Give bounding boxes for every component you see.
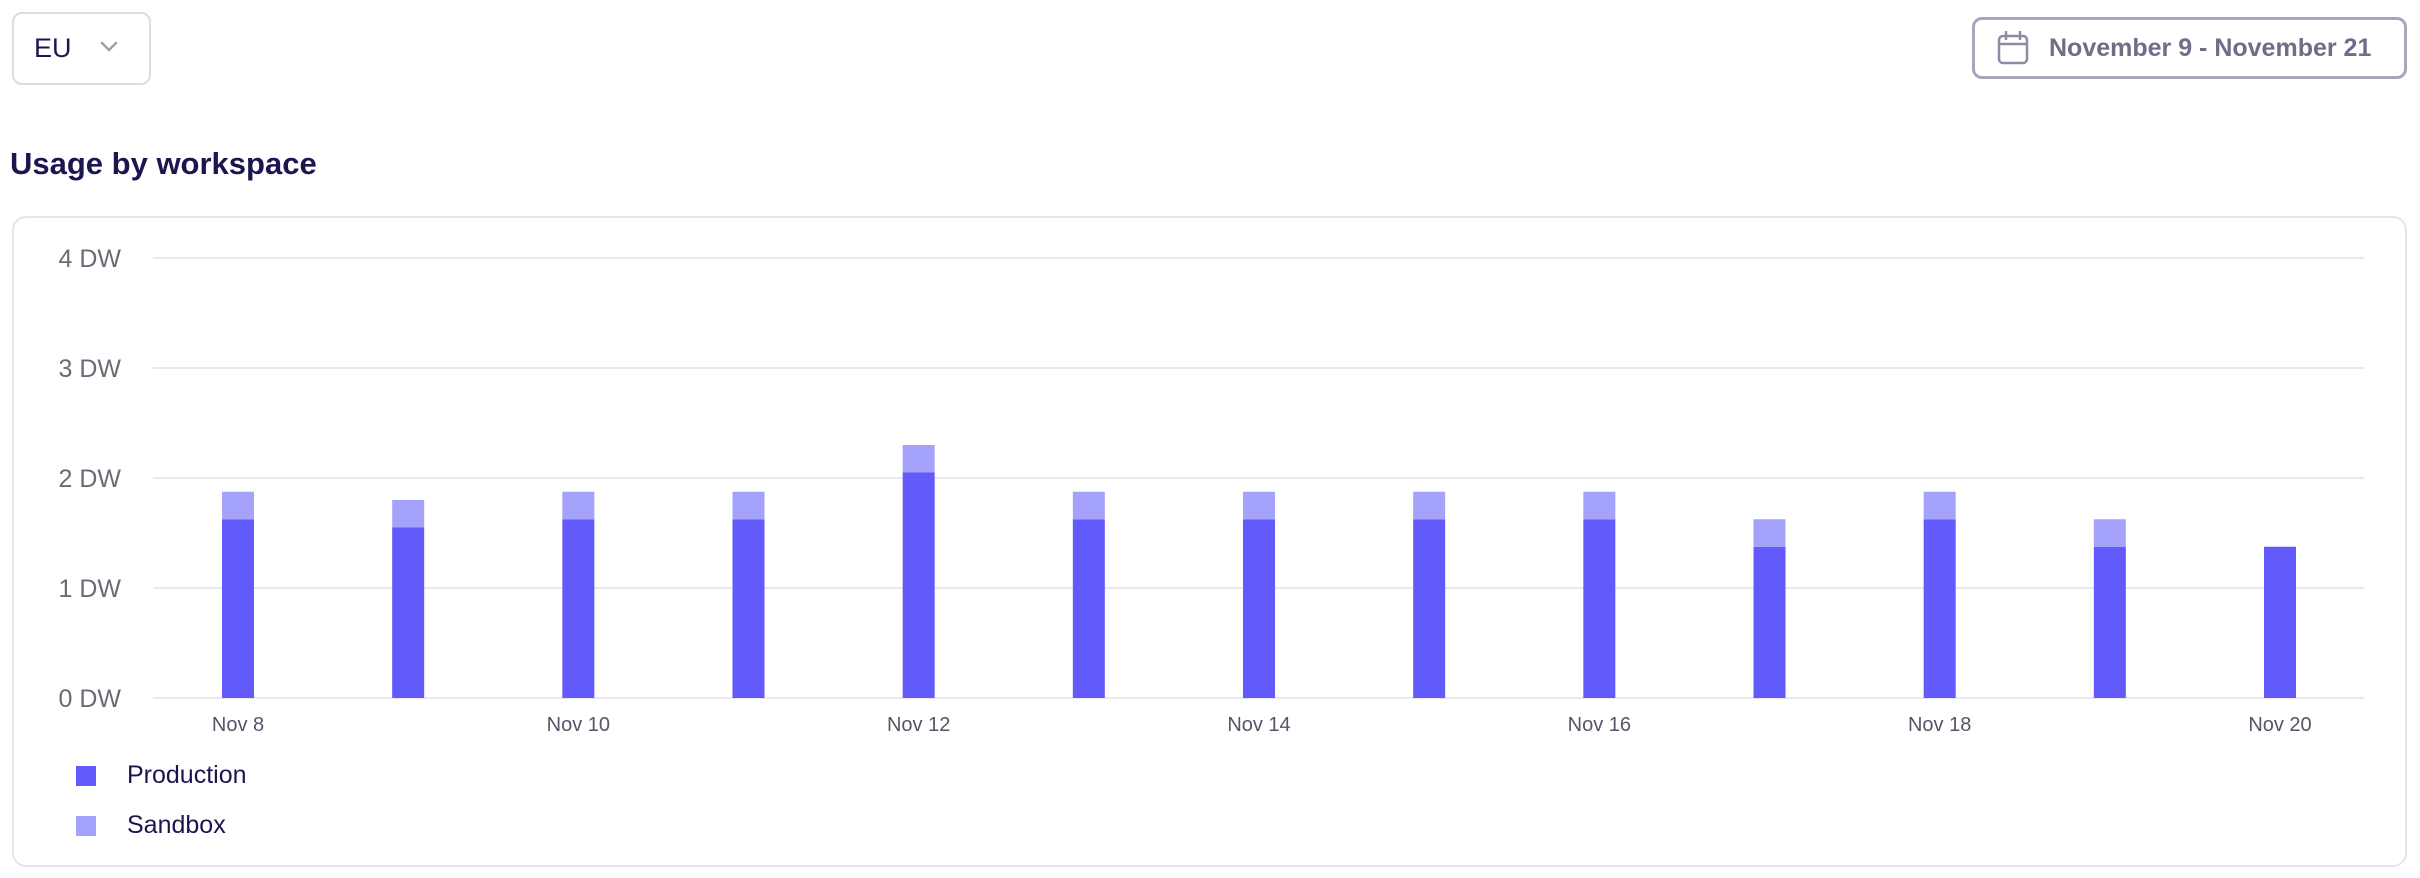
bar-production[interactable]: [902, 472, 935, 699]
bar-production[interactable]: [732, 519, 765, 698]
y-tick-label: 4 DW: [59, 245, 122, 273]
bar-production[interactable]: [2093, 546, 2126, 698]
calendar-icon: [1997, 31, 2029, 65]
legend-swatch-sandbox: [76, 815, 96, 836]
x-tick-label: Nov 16: [1568, 714, 1631, 736]
bar-production[interactable]: [2264, 546, 2296, 698]
bar-sandbox[interactable]: [1243, 491, 1275, 520]
x-tick-label: Nov 20: [2248, 714, 2311, 736]
region-select[interactable]: EU: [12, 12, 151, 85]
x-tick-label: Nov 10: [547, 714, 610, 736]
bar-production[interactable]: [1753, 546, 1786, 698]
legend-item-production[interactable]: Production: [76, 761, 247, 790]
bar-sandbox[interactable]: [392, 500, 425, 528]
bar-production[interactable]: [1583, 519, 1616, 698]
usage-bar-chart: 0 DW 1 DW 2 DW 3 DW 4 DW Nov 8 Nov 10 Nov 12 Nov…: [59, 245, 2364, 736]
bar-sandbox[interactable]: [1072, 491, 1105, 520]
legend-label-production: Production: [127, 761, 247, 789]
chart-card: 0 DW 1 DW 2 DW 3 DW 4 DW Nov 8 Nov 10 Nov 12 Nov…: [12, 216, 2407, 867]
bar-sandbox[interactable]: [732, 491, 765, 520]
bar-sandbox[interactable]: [1413, 491, 1446, 520]
bar-production[interactable]: [562, 519, 595, 698]
legend-item-sandbox[interactable]: Sandbox: [76, 811, 226, 840]
bar-sandbox[interactable]: [1923, 491, 1956, 520]
x-tick-label: Nov 8: [212, 714, 264, 736]
x-tick-label: Nov 12: [887, 714, 950, 736]
y-tick-label: 3 DW: [59, 355, 122, 383]
bar-production[interactable]: [392, 527, 425, 699]
bar-sandbox[interactable]: [1583, 491, 1616, 520]
y-tick-label: 2 DW: [59, 465, 122, 493]
y-tick-label: 1 DW: [59, 575, 122, 603]
legend-label-sandbox: Sandbox: [127, 811, 226, 839]
bar-production[interactable]: [1923, 519, 1956, 698]
bar-production[interactable]: [222, 519, 254, 698]
section-title: Usage by workspace: [10, 146, 317, 181]
bar-sandbox[interactable]: [902, 445, 935, 473]
region-value: EU: [34, 33, 72, 63]
bar-sandbox[interactable]: [222, 491, 254, 520]
bar-sandbox[interactable]: [1753, 519, 1786, 547]
bar-production[interactable]: [1072, 519, 1105, 698]
date-range-label: November 9 - November 21: [2049, 33, 2372, 62]
bar-sandbox[interactable]: [562, 491, 595, 520]
legend-swatch-production: [76, 765, 96, 786]
bar-sandbox[interactable]: [2093, 519, 2126, 547]
bar-production[interactable]: [1243, 519, 1275, 698]
date-range-button[interactable]: November 9 - November 21: [1972, 17, 2407, 79]
chevron-down-icon: [100, 41, 118, 52]
x-tick-label: Nov 18: [1908, 714, 1971, 736]
x-tick-label: Nov 14: [1227, 714, 1290, 736]
bar-production[interactable]: [1413, 519, 1446, 698]
y-tick-label: 0 DW: [59, 685, 122, 713]
